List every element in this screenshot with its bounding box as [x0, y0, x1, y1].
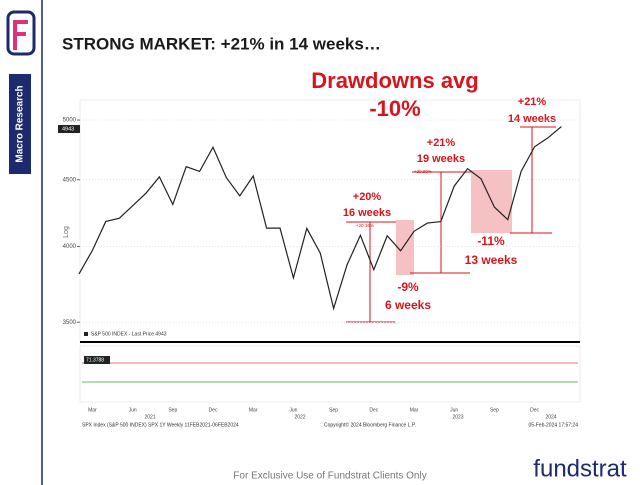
x-tick-label: Jun [129, 407, 137, 413]
arrow [510, 126, 556, 234]
source-left: SPX Index (S&P 500 INDEX) SPX 1Y Weekly … [82, 422, 239, 428]
annotation: -9% [397, 280, 419, 294]
title: STRONG MARKET: +21% in 14 weeks… [62, 34, 381, 53]
rsi-frame [79, 345, 581, 403]
annotation: +20% [353, 191, 382, 203]
headline-value: -10% [369, 96, 420, 121]
last-price-tag [58, 125, 80, 133]
y-tick-label: 4000 [63, 244, 77, 250]
last-price: 4943 [62, 126, 74, 132]
disclaimer: For Exclusive Use of Fundstrat Clients O… [233, 471, 426, 482]
year-label: 2024 [545, 414, 556, 420]
annotation: 13 weeks [465, 253, 518, 267]
arrow [410, 171, 471, 274]
arrows [346, 126, 556, 323]
axis-label: Log [63, 226, 70, 238]
rsi-label: 71.3788 [86, 357, 104, 363]
annotation: +21% [427, 137, 456, 149]
source-center: Copyright© 2024 Bloomberg Finance L.P. [324, 421, 416, 428]
annotation: 19 weeks [417, 153, 465, 165]
side-label: Macro Research [15, 85, 26, 162]
y-tick-label: 4500 [63, 177, 77, 183]
legend-swatch [84, 332, 88, 336]
x-tick-label: Sep [329, 407, 338, 413]
x-tick-label: Mar [410, 407, 419, 413]
y-tick-label: 5000 [63, 118, 77, 124]
y-tick-label: 3500 [63, 320, 77, 326]
annotation: 14 weeks [508, 113, 556, 125]
side-box [9, 74, 31, 174]
x-tick-label: Mar [249, 407, 258, 413]
rsi-tag [84, 356, 110, 364]
annotation-small: +20.16% [356, 223, 374, 228]
year-label: 2021 [144, 414, 155, 420]
annotation-small: +20.99% [414, 169, 432, 174]
x-tick-label: Jun [289, 407, 297, 413]
brand: fundstrat [533, 455, 627, 482]
headline: Drawdowns avg [311, 68, 478, 93]
legend-label: S&P 500 INDEX - Last Price 4943 [91, 331, 167, 337]
annotation: 6 weeks [385, 298, 431, 312]
x-tick-label: Mar [88, 407, 97, 413]
drawdown-box [396, 220, 414, 275]
x-tick-label: Dec [530, 407, 539, 413]
annotation: -11% [477, 234, 505, 248]
logo-mark [13, 20, 28, 50]
x-tick-label: Jun [450, 407, 458, 413]
price-line [78, 126, 562, 311]
annotation: 16 weeks [343, 207, 391, 219]
annotation: +21% [518, 96, 547, 108]
x-tick-label: Dec [369, 407, 378, 413]
x-tick-label: Sep [490, 407, 499, 413]
x-tick-label: Sep [168, 407, 177, 413]
year-label: 2023 [452, 414, 463, 420]
x-tick-label: Dec [209, 407, 218, 413]
source-right: 05-Feb-2024 17:57:24 [529, 422, 579, 428]
year-label: 2022 [294, 414, 305, 420]
